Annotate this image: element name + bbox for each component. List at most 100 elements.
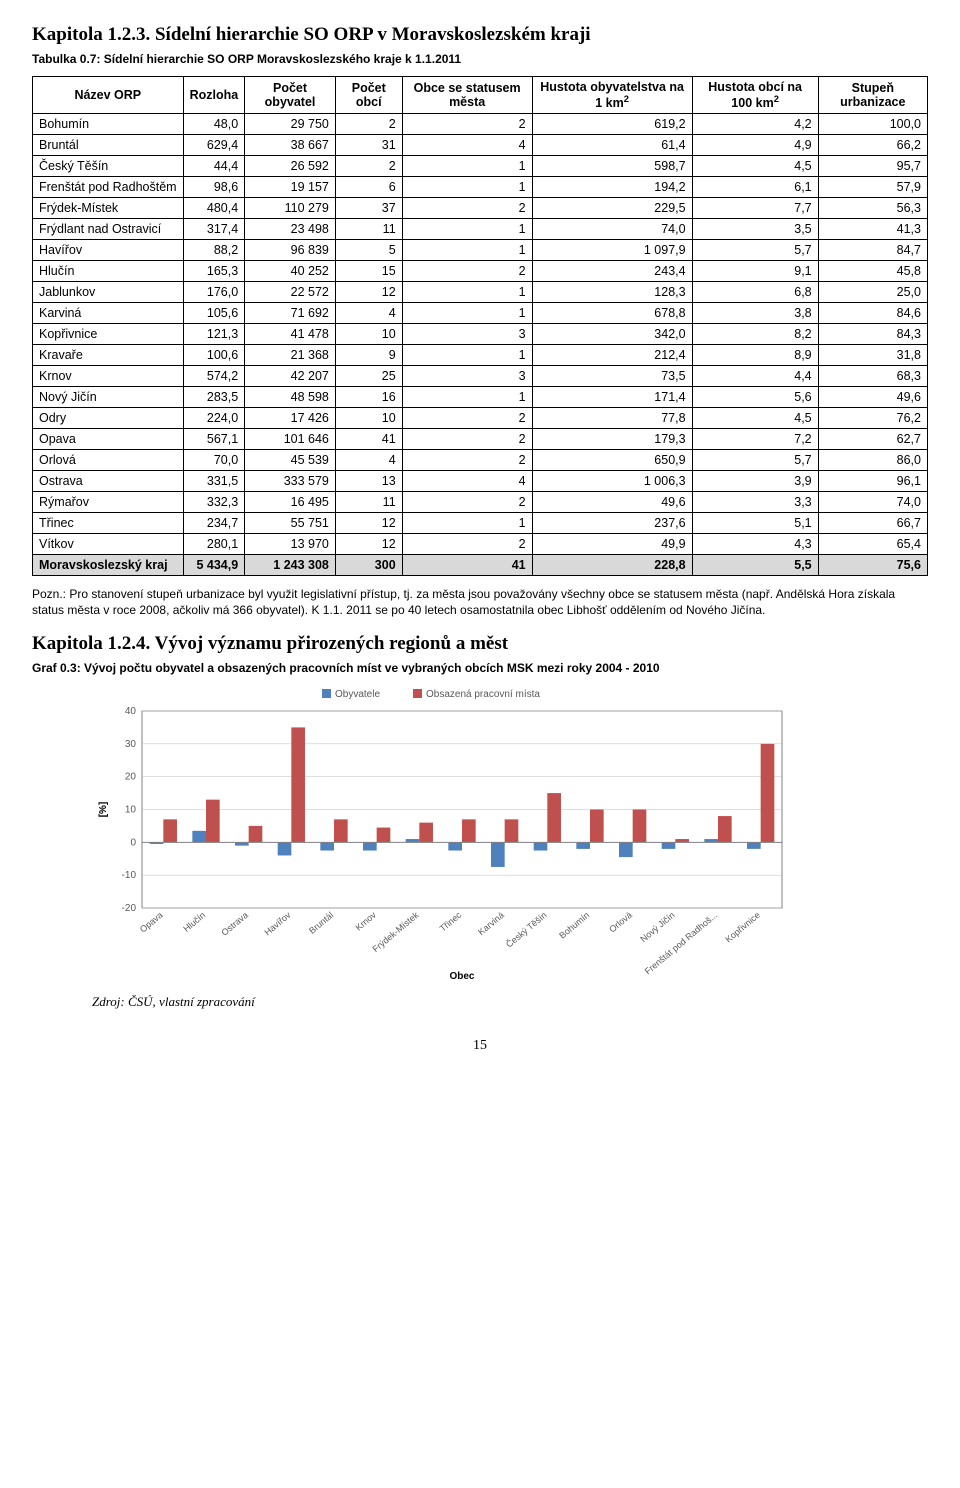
row-value: 100,6 [183,345,245,366]
row-value: 86,0 [818,450,927,471]
row-value: 45,8 [818,261,927,282]
row-value: 179,3 [532,429,692,450]
row-value: 84,3 [818,324,927,345]
row-value: 37 [335,198,402,219]
row-value: 224,0 [183,408,245,429]
row-value: 1 [402,240,532,261]
bar-pracovni-mista [334,819,348,842]
row-value: 42 207 [245,366,336,387]
table-column-header: Rozloha [183,77,245,114]
table-column-header: Počet obcí [335,77,402,114]
row-value: 48 598 [245,387,336,408]
row-value: 11 [335,219,402,240]
row-value: 9 [335,345,402,366]
row-name: Ostrava [33,471,184,492]
row-value: 4,4 [692,366,818,387]
row-value: 44,4 [183,156,245,177]
row-value: 3,3 [692,492,818,513]
table-header-row: Název ORPRozlohaPočet obyvatelPočet obcí… [33,77,928,114]
row-value: 9,1 [692,261,818,282]
row-value: 8,9 [692,345,818,366]
row-value: 66,7 [818,513,927,534]
bar-pracovni-mista [291,727,305,842]
bar-pracovni-mista [633,809,647,842]
row-value: 4,9 [692,135,818,156]
row-value: 25 [335,366,402,387]
row-value: 1 243 308 [245,555,336,576]
row-value: 3,5 [692,219,818,240]
row-value: 2 [402,114,532,135]
row-value: 1 [402,513,532,534]
row-value: 4,3 [692,534,818,555]
row-name: Kravaře [33,345,184,366]
bar-obyvatele [278,842,292,855]
row-value: 2 [402,408,532,429]
row-value: 23 498 [245,219,336,240]
row-value: 22 572 [245,282,336,303]
row-value: 62,7 [818,429,927,450]
bar-pracovni-mista [590,809,604,842]
table-note: Pozn.: Pro stanovení stupeň urbanizace b… [32,586,928,618]
section-heading-1: Kapitola 1.2.3. Sídelní hierarchie SO OR… [32,24,928,46]
table-total-row: Moravskoslezský kraj5 434,91 243 3083004… [33,555,928,576]
bar-obyvatele [619,842,633,857]
table-row: Český Těšín44,426 59221598,74,595,7 [33,156,928,177]
row-value: 629,4 [183,135,245,156]
bar-pracovni-mista [249,825,263,841]
row-value: 619,2 [532,114,692,135]
table-row: Kopřivnice121,341 478103342,08,284,3 [33,324,928,345]
svg-text:40: 40 [125,706,137,717]
bar-pracovni-mista [206,799,220,842]
row-name: Kopřivnice [33,324,184,345]
row-value: 1 [402,303,532,324]
row-value: 10 [335,408,402,429]
row-value: 96 839 [245,240,336,261]
svg-text:Český Těšín: Český Těšín [504,909,549,949]
row-value: 171,4 [532,387,692,408]
row-value: 7,2 [692,429,818,450]
row-value: 57,9 [818,177,927,198]
row-name: Třinec [33,513,184,534]
bar-pracovni-mista [462,819,476,842]
row-value: 31,8 [818,345,927,366]
row-value: 25,0 [818,282,927,303]
bar-obyvatele [363,842,377,850]
table-row: Opava567,1101 646412179,37,262,7 [33,429,928,450]
row-value: 4 [402,471,532,492]
row-value: 176,0 [183,282,245,303]
row-value: 194,2 [532,177,692,198]
row-value: 212,4 [532,345,692,366]
row-value: 6 [335,177,402,198]
table-column-header: Název ORP [33,77,184,114]
row-name: Frýdlant nad Ostravicí [33,219,184,240]
svg-text:Obec: Obec [449,971,474,982]
svg-text:Kopřivnice: Kopřivnice [723,909,762,944]
row-value: 88,2 [183,240,245,261]
table-row: Kravaře100,621 36891212,48,931,8 [33,345,928,366]
bar-pracovni-mista [547,793,561,842]
row-value: 70,0 [183,450,245,471]
row-value: 4,2 [692,114,818,135]
row-value: 45 539 [245,450,336,471]
table-column-header: Stupeň urbanizace [818,77,927,114]
chart-legend: ObyvateleObsazená pracovní místa [322,689,540,700]
row-name: Jablunkov [33,282,184,303]
row-value: 74,0 [818,492,927,513]
row-name: Odry [33,408,184,429]
bar-obyvatele [448,842,462,850]
row-value: 4 [335,450,402,471]
row-value: 96,1 [818,471,927,492]
row-value: 6,1 [692,177,818,198]
row-value: 280,1 [183,534,245,555]
row-value: 2 [402,261,532,282]
bar-obyvatele [192,830,206,841]
row-name: Bohumín [33,114,184,135]
row-name: Bruntál [33,135,184,156]
row-value: 100,0 [818,114,927,135]
row-value: 11 [335,492,402,513]
row-value: 300 [335,555,402,576]
row-value: 1 097,9 [532,240,692,261]
row-value: 101 646 [245,429,336,450]
row-value: 38 667 [245,135,336,156]
row-value: 2 [335,114,402,135]
